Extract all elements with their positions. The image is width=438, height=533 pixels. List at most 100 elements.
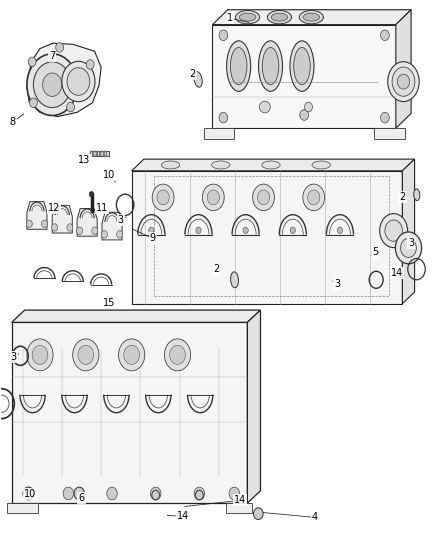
- Text: 13: 13: [78, 155, 91, 165]
- Polygon shape: [12, 322, 247, 503]
- Circle shape: [32, 345, 48, 365]
- Polygon shape: [403, 159, 415, 304]
- Text: 3: 3: [11, 352, 17, 362]
- Ellipse shape: [90, 151, 93, 157]
- Circle shape: [101, 231, 107, 238]
- Circle shape: [219, 30, 228, 41]
- Ellipse shape: [312, 161, 330, 169]
- Text: 1: 1: [227, 13, 233, 23]
- Ellipse shape: [104, 151, 107, 157]
- Circle shape: [196, 227, 201, 233]
- Circle shape: [74, 487, 85, 500]
- Circle shape: [77, 227, 83, 235]
- Polygon shape: [132, 159, 415, 171]
- Ellipse shape: [299, 11, 323, 24]
- Circle shape: [62, 61, 95, 102]
- Bar: [90, 151, 109, 157]
- Ellipse shape: [239, 13, 256, 21]
- Ellipse shape: [388, 62, 419, 102]
- Text: 3: 3: [408, 238, 414, 247]
- Text: 11: 11: [96, 203, 108, 213]
- Ellipse shape: [258, 41, 283, 91]
- Text: 12: 12: [48, 203, 60, 213]
- Circle shape: [67, 224, 73, 231]
- Circle shape: [28, 57, 36, 67]
- Ellipse shape: [397, 74, 410, 89]
- Text: 2: 2: [399, 192, 406, 203]
- Text: 2: 2: [190, 69, 196, 79]
- Polygon shape: [27, 43, 101, 117]
- Circle shape: [73, 339, 99, 371]
- Ellipse shape: [290, 41, 314, 91]
- Polygon shape: [102, 212, 122, 240]
- Ellipse shape: [101, 151, 103, 157]
- Circle shape: [23, 487, 33, 500]
- Text: 5: 5: [372, 247, 378, 257]
- Circle shape: [78, 345, 94, 365]
- Polygon shape: [52, 205, 72, 233]
- Ellipse shape: [304, 102, 312, 112]
- Circle shape: [385, 220, 403, 241]
- Polygon shape: [77, 208, 97, 236]
- Circle shape: [157, 190, 169, 205]
- Polygon shape: [247, 310, 261, 503]
- Polygon shape: [12, 310, 261, 322]
- Circle shape: [149, 227, 154, 233]
- Circle shape: [396, 232, 422, 264]
- Bar: [153, 176, 389, 296]
- Circle shape: [401, 238, 417, 257]
- Ellipse shape: [97, 151, 100, 157]
- Circle shape: [27, 339, 53, 371]
- Circle shape: [26, 220, 32, 228]
- Circle shape: [63, 487, 74, 500]
- Polygon shape: [212, 25, 396, 128]
- Text: 4: 4: [312, 512, 318, 522]
- Polygon shape: [396, 10, 411, 128]
- Circle shape: [107, 487, 117, 500]
- Ellipse shape: [262, 161, 280, 169]
- Circle shape: [219, 112, 228, 123]
- Ellipse shape: [230, 47, 247, 85]
- Circle shape: [337, 227, 343, 233]
- Circle shape: [150, 487, 161, 500]
- Text: 14: 14: [177, 511, 189, 521]
- Text: 6: 6: [78, 492, 85, 503]
- Text: 3: 3: [118, 215, 124, 225]
- Circle shape: [194, 487, 205, 500]
- Circle shape: [56, 43, 64, 52]
- Circle shape: [253, 184, 275, 211]
- Polygon shape: [212, 10, 411, 128]
- Circle shape: [152, 184, 174, 211]
- Circle shape: [381, 30, 389, 41]
- Circle shape: [303, 184, 325, 211]
- Ellipse shape: [259, 101, 270, 113]
- Circle shape: [42, 220, 48, 228]
- Text: 7: 7: [49, 51, 55, 61]
- Text: 14: 14: [234, 495, 246, 505]
- Ellipse shape: [94, 151, 96, 157]
- Circle shape: [67, 102, 74, 112]
- Circle shape: [380, 214, 408, 248]
- Polygon shape: [27, 201, 47, 229]
- Ellipse shape: [303, 13, 320, 21]
- Ellipse shape: [161, 161, 180, 169]
- Text: 9: 9: [149, 233, 155, 244]
- Ellipse shape: [226, 41, 251, 91]
- Circle shape: [27, 54, 78, 116]
- Polygon shape: [204, 128, 234, 139]
- Circle shape: [42, 73, 62, 96]
- Circle shape: [258, 190, 270, 205]
- Circle shape: [202, 184, 224, 211]
- Circle shape: [24, 487, 34, 500]
- Circle shape: [67, 68, 90, 95]
- Ellipse shape: [212, 161, 230, 169]
- Circle shape: [124, 345, 140, 365]
- Circle shape: [164, 339, 191, 371]
- Circle shape: [243, 227, 248, 233]
- Circle shape: [89, 191, 94, 197]
- Text: 15: 15: [103, 297, 115, 308]
- Text: 8: 8: [10, 117, 16, 127]
- Circle shape: [86, 60, 94, 69]
- Ellipse shape: [194, 71, 202, 87]
- Ellipse shape: [271, 13, 288, 21]
